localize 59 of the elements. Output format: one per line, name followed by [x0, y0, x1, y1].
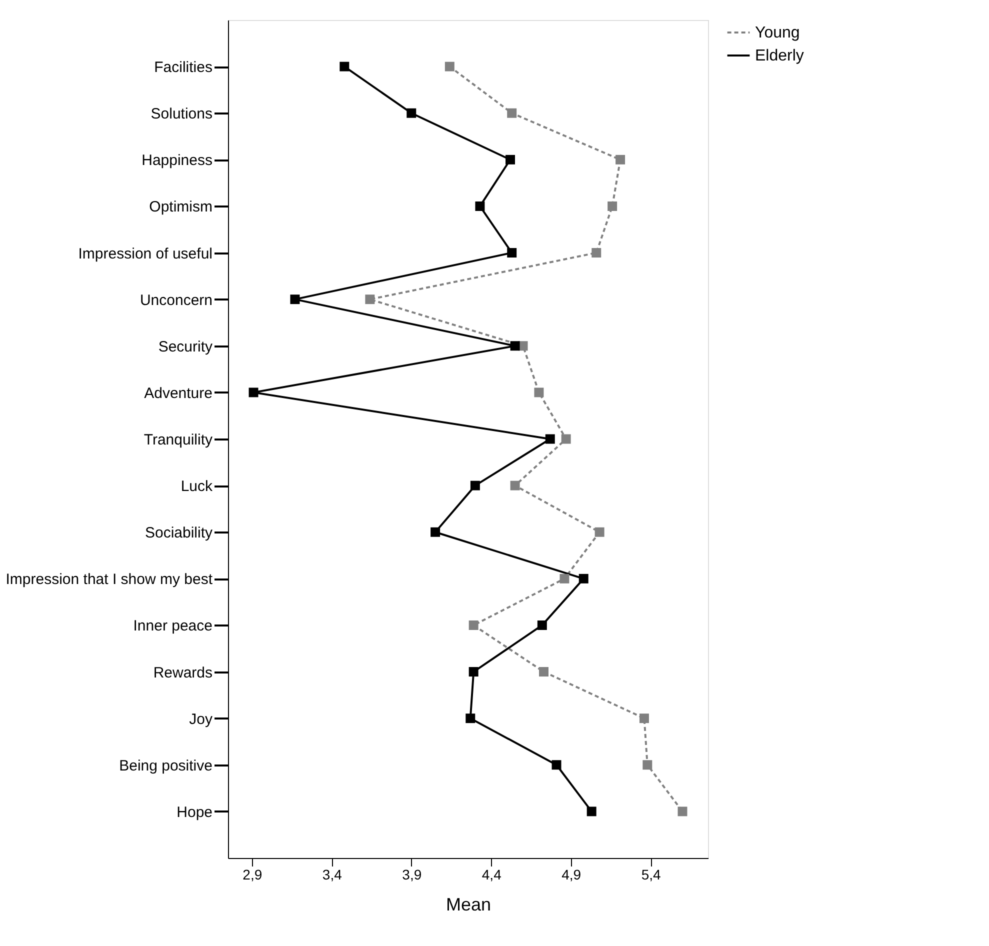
point — [406, 108, 416, 118]
point — [506, 154, 516, 164]
point — [510, 480, 520, 490]
point — [507, 248, 517, 258]
x-tick-label: 4,4 — [482, 866, 502, 882]
point — [534, 388, 544, 398]
point — [430, 527, 440, 537]
y-tick-label: Optimism — [149, 198, 212, 216]
point — [545, 434, 555, 444]
point — [678, 806, 688, 816]
y-tick-label: Joy — [189, 710, 213, 728]
y-tick-label: Rewards — [153, 664, 212, 682]
point — [468, 620, 478, 630]
point — [340, 62, 350, 72]
y-tick-label: Sociability — [144, 524, 213, 542]
point — [578, 574, 588, 584]
point — [592, 248, 602, 258]
legend-label: Elderly — [755, 48, 804, 64]
point — [537, 620, 547, 630]
point — [539, 667, 548, 677]
point — [248, 388, 258, 398]
y-tick-label: Solutions — [150, 106, 212, 123]
y-tick-label: Adventure — [144, 384, 212, 402]
y-tick-label: Facilities — [154, 59, 212, 76]
y-tick-label: Unconcern — [140, 292, 212, 309]
point — [466, 714, 476, 724]
y-tick-label: Tranquility — [144, 432, 213, 448]
point — [470, 480, 480, 490]
x-axis-title: Mean — [446, 894, 492, 914]
point — [290, 294, 300, 304]
point — [642, 760, 652, 770]
point — [510, 341, 520, 351]
y-tick-label: Impression of useful — [78, 245, 212, 262]
y-tick-label: Security — [158, 338, 213, 356]
y-tick-label: Luck — [180, 478, 213, 496]
point — [552, 760, 562, 770]
y-tick-label: Inner peace — [133, 618, 212, 635]
point — [365, 294, 375, 304]
x-tick-label: 5,4 — [641, 866, 662, 882]
point — [468, 667, 478, 677]
x-tick-label: 3,4 — [322, 866, 342, 882]
x-tick-label: 4,9 — [562, 866, 582, 882]
y-tick-label: Impression that I show my best — [6, 571, 214, 588]
point — [616, 154, 626, 164]
point — [560, 574, 570, 584]
legend-label: Young — [755, 24, 800, 42]
y-tick-label: Being positive — [119, 757, 212, 774]
point — [639, 714, 649, 724]
y-tick-label: Happiness — [142, 152, 212, 170]
y-tick-label: Hope — [176, 804, 212, 821]
x-tick-label: 3,9 — [402, 866, 422, 882]
point — [586, 806, 596, 816]
point — [507, 108, 517, 118]
point — [561, 434, 571, 444]
x-tick-label: 2,9 — [242, 866, 262, 882]
point — [475, 201, 485, 211]
point — [444, 62, 454, 72]
point — [594, 527, 604, 537]
point — [608, 201, 618, 211]
